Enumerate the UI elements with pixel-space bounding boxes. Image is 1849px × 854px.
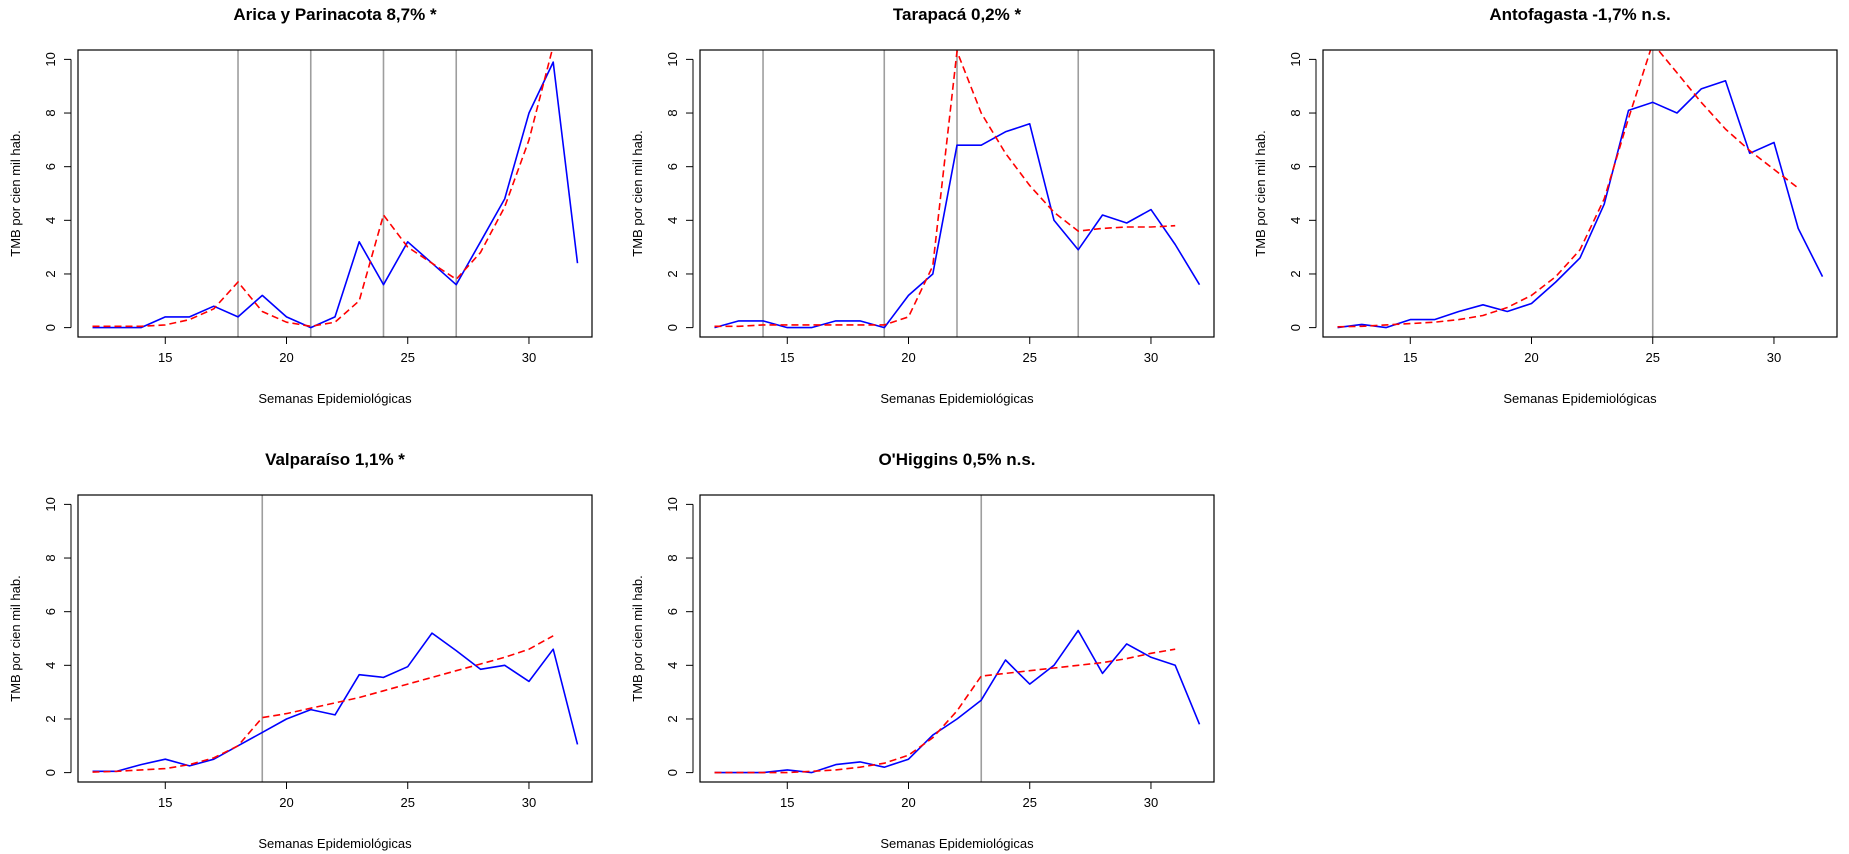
plot-frame bbox=[699, 494, 1215, 783]
plot-frame bbox=[77, 494, 593, 783]
y-tick-label: 10 bbox=[665, 497, 680, 511]
x-tick-label: 15 bbox=[158, 795, 172, 810]
y-tick-label: 2 bbox=[43, 270, 58, 277]
x-tick-label: 25 bbox=[401, 795, 415, 810]
x-tick-label: 15 bbox=[780, 350, 794, 365]
x-tick-label: 25 bbox=[1023, 795, 1037, 810]
x-axis-label: Semanas Epidemiológicas bbox=[880, 391, 1034, 406]
x-tick-label: 20 bbox=[279, 795, 293, 810]
x-tick-label: 25 bbox=[401, 350, 415, 365]
x-tick-label: 20 bbox=[901, 350, 915, 365]
x-tick-label: 20 bbox=[279, 350, 293, 365]
fitted-series-line bbox=[92, 635, 554, 773]
y-tick-label: 0 bbox=[665, 324, 680, 331]
y-tick-label: 10 bbox=[665, 52, 680, 66]
y-tick-label: 0 bbox=[43, 769, 58, 776]
y-tick-label: 2 bbox=[1288, 270, 1303, 277]
y-tick-label: 4 bbox=[665, 217, 680, 224]
x-tick-label: 30 bbox=[522, 350, 536, 365]
y-tick-label: 2 bbox=[665, 270, 680, 277]
y-tick-label: 6 bbox=[43, 608, 58, 615]
fitted-series-line bbox=[714, 50, 1176, 328]
plot-frame bbox=[77, 49, 593, 338]
observed-series-line bbox=[714, 629, 1201, 774]
x-tick-label: 25 bbox=[1646, 350, 1660, 365]
fitted-series-line bbox=[1337, 50, 1799, 328]
x-axis-label: Semanas Epidemiológicas bbox=[1503, 391, 1657, 406]
y-tick-label: 0 bbox=[1288, 324, 1303, 331]
x-axis-label: Semanas Epidemiológicas bbox=[880, 836, 1034, 851]
x-axis-label: Semanas Epidemiológicas bbox=[258, 836, 412, 851]
chart-title: Arica y Parinacota 8,7% * bbox=[233, 5, 437, 24]
observed-series-line bbox=[92, 61, 579, 329]
observed-series-line bbox=[714, 123, 1201, 329]
x-tick-label: 30 bbox=[1144, 795, 1158, 810]
fitted-series-line bbox=[92, 50, 553, 328]
y-axis-label: TMB por cien mil hab. bbox=[630, 130, 645, 256]
y-tick-label: 6 bbox=[1288, 163, 1303, 170]
observed-series-line bbox=[1337, 80, 1824, 329]
y-tick-label: 8 bbox=[1288, 109, 1303, 116]
x-tick-label: 20 bbox=[901, 795, 915, 810]
y-tick-label: 4 bbox=[43, 662, 58, 669]
x-tick-label: 30 bbox=[1144, 350, 1158, 365]
observed-series-line bbox=[92, 632, 579, 773]
x-tick-label: 30 bbox=[1767, 350, 1781, 365]
chart-title: O'Higgins 0,5% n.s. bbox=[878, 450, 1035, 469]
y-tick-label: 10 bbox=[43, 497, 58, 511]
y-tick-label: 8 bbox=[665, 109, 680, 116]
y-tick-label: 6 bbox=[665, 163, 680, 170]
chart-title: Antofagasta -1,7% n.s. bbox=[1489, 5, 1670, 24]
y-tick-label: 8 bbox=[43, 554, 58, 561]
chart-panel-1: Arica y Parinacota 8,7% *15 20 25 30Semanas… bbox=[8, 5, 593, 406]
y-tick-label: 4 bbox=[1288, 217, 1303, 224]
y-tick-label: 8 bbox=[43, 109, 58, 116]
y-tick-label: 10 bbox=[43, 52, 58, 66]
x-tick-label: 15 bbox=[1403, 350, 1417, 365]
y-axis-label: TMB por cien mil hab. bbox=[1253, 130, 1268, 256]
y-axis-label: TMB por cien mil hab. bbox=[630, 575, 645, 701]
y-tick-label: 6 bbox=[43, 163, 58, 170]
plot-frame bbox=[1322, 49, 1838, 338]
fitted-series-line bbox=[714, 648, 1176, 774]
x-tick-label: 15 bbox=[158, 350, 172, 365]
x-tick-label: 15 bbox=[780, 795, 794, 810]
x-tick-label: 25 bbox=[1023, 350, 1037, 365]
y-tick-label: 0 bbox=[43, 324, 58, 331]
chart-title: Valparaíso 1,1% * bbox=[265, 450, 405, 469]
y-tick-label: 2 bbox=[43, 715, 58, 722]
x-tick-label: 30 bbox=[522, 795, 536, 810]
y-axis-label: TMB por cien mil hab. bbox=[8, 130, 23, 256]
chart-title: Tarapacá 0,2% * bbox=[893, 5, 1022, 24]
y-tick-label: 4 bbox=[43, 217, 58, 224]
y-axis-label: TMB por cien mil hab. bbox=[8, 575, 23, 701]
y-tick-label: 0 bbox=[665, 769, 680, 776]
y-tick-label: 2 bbox=[665, 715, 680, 722]
x-axis-label: Semanas Epidemiológicas bbox=[258, 391, 412, 406]
y-tick-label: 6 bbox=[665, 608, 680, 615]
x-tick-label: 20 bbox=[1524, 350, 1538, 365]
y-tick-label: 8 bbox=[665, 554, 680, 561]
y-tick-label: 10 bbox=[1288, 52, 1303, 66]
y-tick-label: 4 bbox=[665, 662, 680, 669]
